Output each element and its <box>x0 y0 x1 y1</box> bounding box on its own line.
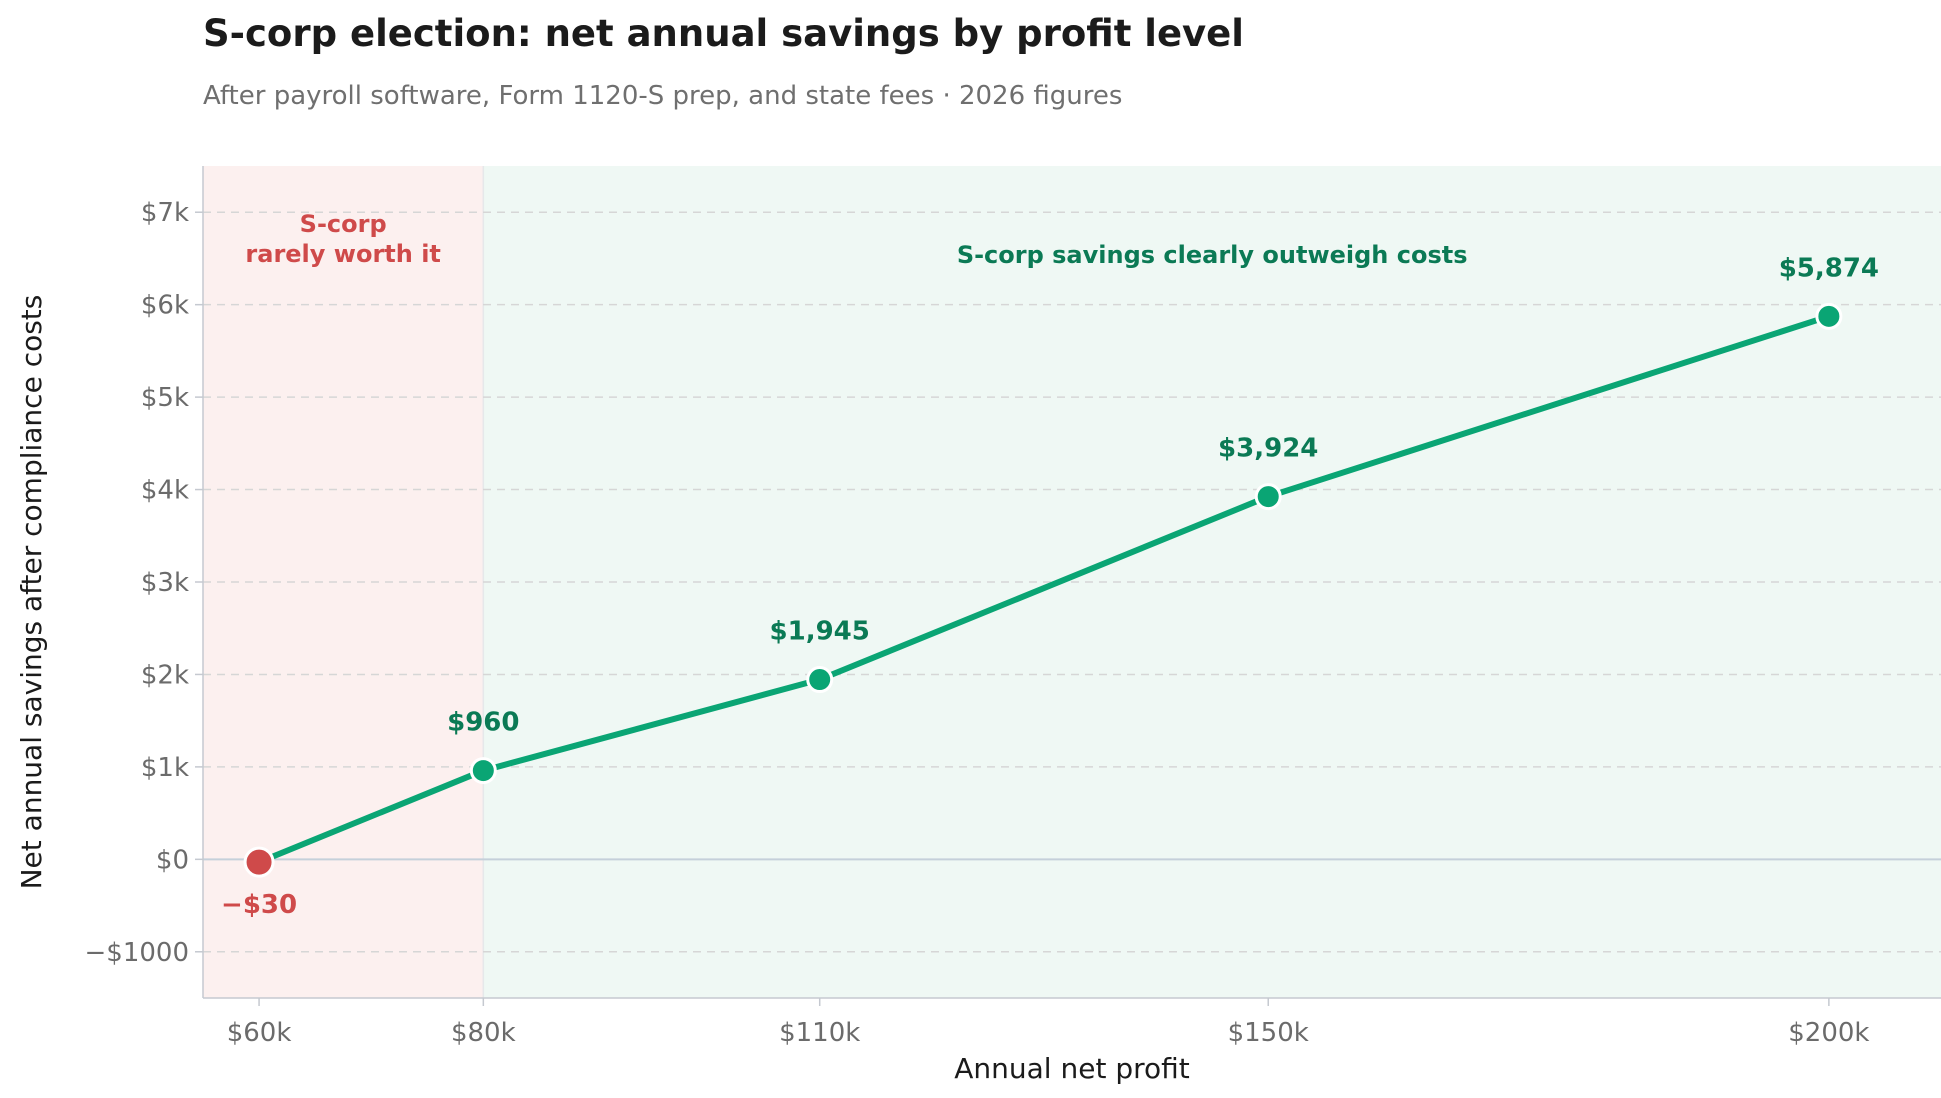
x-axis-title: Annual net profit <box>954 1052 1190 1085</box>
x-tick-label: $150k <box>1228 1018 1309 1048</box>
chart-subtitle: After payroll software, Form 1120-S prep… <box>203 81 1123 111</box>
series-savings <box>243 302 1843 878</box>
data-point <box>806 666 834 694</box>
y-tick-label: $2k <box>141 660 189 690</box>
y-tick-label: $6k <box>141 291 189 321</box>
axes <box>195 166 1941 1006</box>
y-tick-label: $5k <box>141 383 189 413</box>
region-label-0: rarely worth it <box>245 240 440 268</box>
data-label: $1,945 <box>770 617 870 647</box>
data-point <box>1254 483 1282 511</box>
data-label: −$30 <box>221 890 297 920</box>
point-labels: −$30 $960 $1,945 $3,924 $5,874 <box>221 253 1879 920</box>
region-label-1: S-corp savings clearly outweigh costs <box>957 241 1468 269</box>
data-point <box>469 757 497 785</box>
y-tick-label: −$1000 <box>85 938 190 968</box>
x-tick-label: $200k <box>1788 1018 1869 1048</box>
region-label-0: S-corp <box>300 210 387 238</box>
x-tick-label: $60k <box>227 1018 292 1048</box>
y-tick-label: $1k <box>141 753 189 783</box>
chart-title: S-corp election: net annual savings by p… <box>203 12 1244 55</box>
y-tick-label: $7k <box>141 198 189 228</box>
x-tick-label: $110k <box>779 1018 860 1048</box>
y-tick-label: $4k <box>141 476 189 506</box>
data-label: $5,874 <box>1779 253 1879 283</box>
tick-labels: −$1000 $0 $1k $2k $3k $4k $5k $6k $7k $60k $80k $11… <box>85 198 1870 1048</box>
y-tick-label: $3k <box>141 568 189 598</box>
x-tick-label: $80k <box>451 1018 516 1048</box>
y-gridlines <box>203 211 1941 953</box>
y-axis-title: Net annual savings after compliance cost… <box>15 295 48 890</box>
data-label: $960 <box>447 708 519 738</box>
y-tick-label: $0 <box>156 845 189 875</box>
data-point <box>243 846 275 878</box>
data-label: $3,924 <box>1218 434 1318 464</box>
data-point <box>1815 302 1843 330</box>
